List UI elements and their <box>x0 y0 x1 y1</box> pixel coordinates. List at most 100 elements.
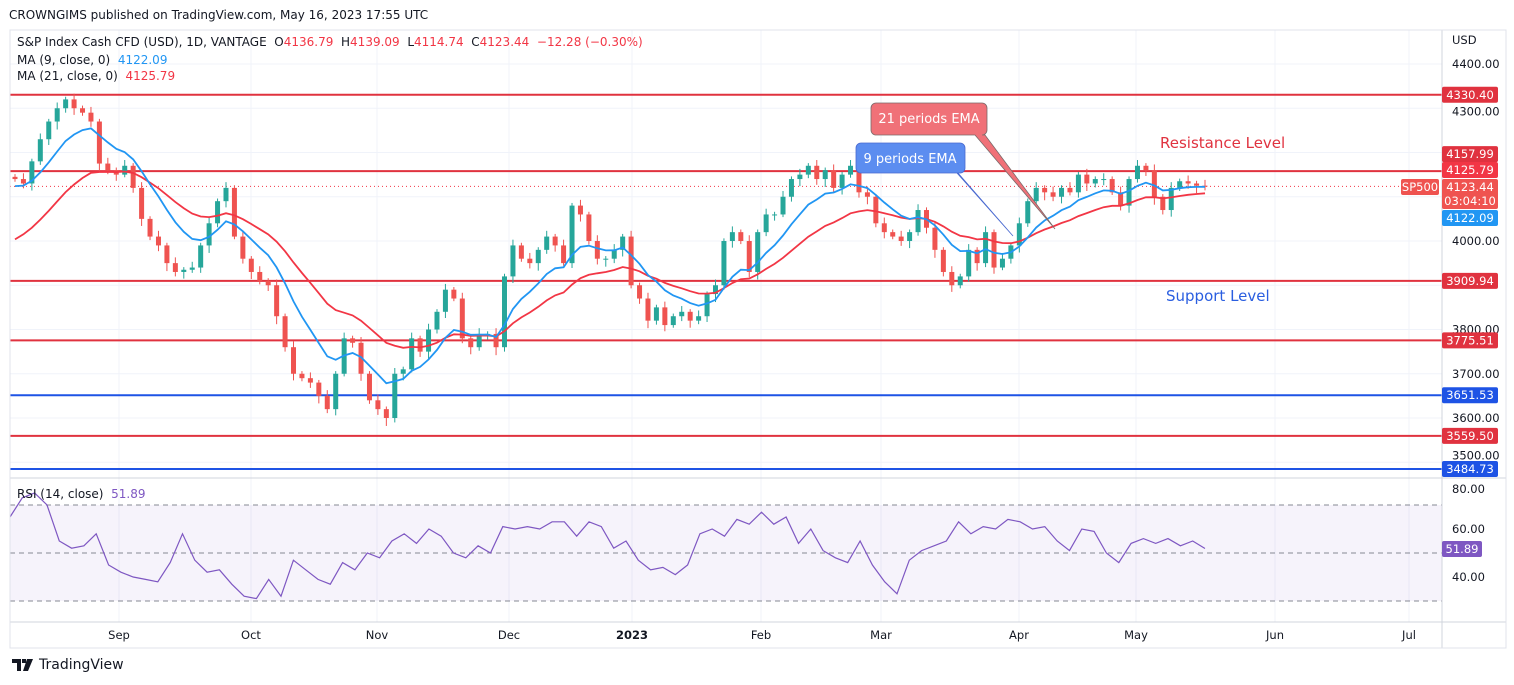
candle-body <box>1160 196 1166 211</box>
level-tag-4330.40: 4330.40 <box>1446 88 1494 102</box>
open-label: O <box>274 35 284 49</box>
candle-body <box>1126 179 1132 206</box>
candle-body <box>383 409 389 418</box>
candle-body <box>1075 174 1081 193</box>
candle-body <box>679 311 685 317</box>
candle-body <box>434 311 440 330</box>
ema21-callout-text: 21 periods EMA <box>878 112 979 127</box>
rsi-tick: 40.00 <box>1452 570 1485 584</box>
time-tick: Nov <box>366 628 389 642</box>
level-tag-3484.73: 3484.73 <box>1446 462 1494 476</box>
candle-body <box>814 165 820 180</box>
candle-body <box>1025 201 1031 224</box>
candle-body <box>206 223 212 246</box>
candle-body <box>63 99 69 109</box>
candle-body <box>54 108 60 122</box>
candle-body <box>637 285 643 299</box>
level-tag-3909.94: 3909.94 <box>1446 274 1494 288</box>
level-tag-bg <box>1442 427 1498 444</box>
ema21-callout[interactable]: 21 periods EMA <box>870 102 1056 230</box>
candle-body <box>366 373 372 401</box>
ma9-tag: 4122.09 <box>1446 211 1494 225</box>
candle-body <box>755 232 761 272</box>
candle-body <box>881 223 887 233</box>
candle-body <box>620 236 626 250</box>
candle-body <box>974 249 980 264</box>
candle-body <box>333 373 339 410</box>
price-tags: 4330.40 4157.99 3909.94 3775.51 3651.53 3559.… <box>1401 86 1498 557</box>
candle-body <box>569 205 575 264</box>
time-axis[interactable]: Sep Oct Nov Dec 2023 Feb Mar Apr May Jun Jul <box>108 628 1416 642</box>
ma9-tag-bg <box>1442 210 1498 226</box>
candle-body <box>611 249 617 259</box>
level-tag-bg <box>1442 146 1498 163</box>
candle-body <box>594 241 600 259</box>
rsi-tag-bg <box>1442 541 1482 557</box>
candle-body <box>231 187 237 237</box>
price-tick: 4400.00 <box>1452 57 1500 71</box>
candle-body <box>1042 187 1048 193</box>
candle-body <box>552 236 558 246</box>
candle-body <box>898 236 904 241</box>
candle-body <box>1118 192 1124 206</box>
candle-body <box>291 347 297 374</box>
level-tag-3559.50: 3559.50 <box>1446 429 1494 443</box>
candle-body <box>493 333 499 348</box>
time-tick: Jun <box>1265 628 1284 642</box>
candle-body <box>653 307 659 321</box>
level-tag-bg <box>1442 461 1498 478</box>
horizontal-levels <box>10 93 1442 471</box>
candle-body <box>1033 187 1039 202</box>
ema9-callout[interactable]: 9 periods EMA <box>855 142 1014 237</box>
rsi-tag: 51.89 <box>1446 542 1479 556</box>
price-tick: 4300.00 <box>1452 104 1500 118</box>
candle-body <box>122 165 128 175</box>
candle-body <box>1151 170 1157 197</box>
candle-body <box>544 236 550 250</box>
candle-body <box>805 165 811 175</box>
symbol-name[interactable]: S&P Index Cash CFD (USD), 1D, VANTAGE <box>17 35 267 49</box>
candle-body <box>442 289 448 312</box>
level-tag-bg <box>1442 272 1498 289</box>
close-label: C <box>471 35 480 49</box>
candle-body <box>932 227 938 250</box>
tradingview-logo[interactable]: TradingView <box>12 657 124 673</box>
time-tick: Oct <box>241 628 261 642</box>
rsi-line <box>9 492 1206 600</box>
candle-body <box>1084 174 1090 184</box>
candle-body <box>957 276 963 286</box>
candle-body <box>130 165 136 188</box>
candle-body <box>409 338 415 370</box>
candle-body <box>915 210 921 233</box>
rsi-legend[interactable]: RSI (14, close) 51.89 <box>17 487 145 501</box>
time-tick: 2023 <box>616 628 648 642</box>
candle-body <box>510 245 516 277</box>
candle-body <box>71 99 77 109</box>
candle-body <box>451 289 457 299</box>
low-value: 4114.74 <box>414 35 464 49</box>
time-tick: Sep <box>108 628 130 642</box>
ma21-tag: 4125.79 <box>1446 163 1494 177</box>
candle-body <box>12 176 18 180</box>
candle-body <box>265 280 271 286</box>
time-tick: May <box>1124 628 1148 642</box>
candle-body <box>282 316 288 348</box>
time-tick: Apr <box>1009 628 1029 642</box>
candle-body <box>459 298 465 339</box>
candle-body <box>645 298 651 321</box>
candle-body <box>1101 179 1107 181</box>
rsi-label: RSI (14, close) <box>17 487 104 501</box>
ma9-legend[interactable]: MA (9, close, 0) 4122.09 <box>17 53 167 67</box>
candle-body <box>299 373 305 379</box>
price-tick: 3600.00 <box>1452 411 1500 425</box>
ma9-line <box>14 127 1206 385</box>
high-value: 4139.09 <box>350 35 400 49</box>
candle-body <box>350 338 356 343</box>
ma21-legend[interactable]: MA (21, close, 0) 4125.79 <box>17 69 175 83</box>
candle-body <box>1016 223 1022 246</box>
chart-frame <box>9 29 1507 649</box>
candle-body <box>316 382 322 396</box>
ma9-label: MA (9, close, 0) <box>17 53 111 67</box>
resistance-level-label: Resistance Level <box>1160 134 1285 152</box>
